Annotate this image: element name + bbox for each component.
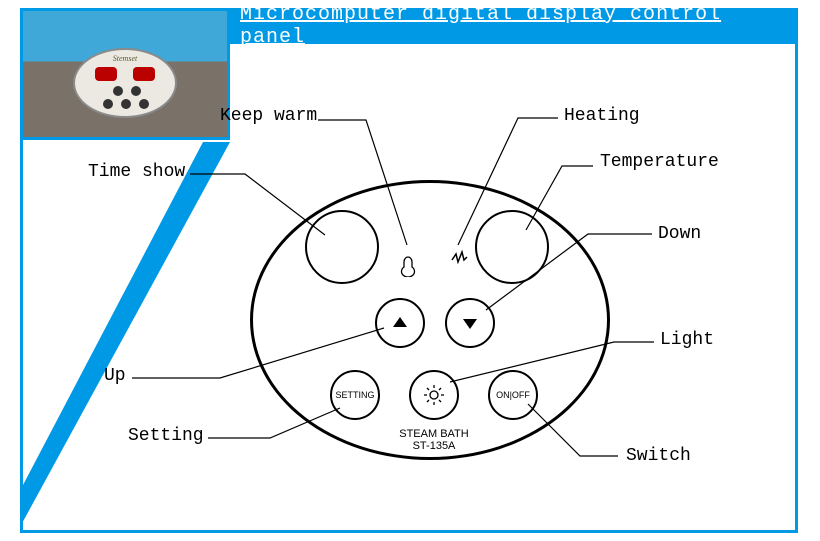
- title-text: Microcomputer digital display control pa…: [240, 3, 798, 49]
- label-heating: Heating: [564, 106, 640, 126]
- light-button[interactable]: [409, 370, 459, 420]
- lightbulb-icon: [423, 384, 445, 406]
- title-bar: Microcomputer digital display control pa…: [230, 8, 798, 44]
- up-button[interactable]: [375, 298, 425, 348]
- label-setting: Setting: [128, 426, 204, 446]
- time-display: [305, 210, 379, 284]
- onoff-button-label: ON|OFF: [496, 390, 530, 400]
- temp-display: [475, 210, 549, 284]
- label-up: Up: [104, 366, 126, 386]
- onoff-button[interactable]: ON|OFF: [488, 370, 538, 420]
- label-time-show: Time show: [88, 162, 185, 182]
- label-switch: Switch: [626, 446, 691, 466]
- label-down: Down: [658, 224, 701, 244]
- panel-text-line1: STEAM BATH: [398, 428, 470, 440]
- diagram-area: SETTING ON|OFF STEAM BATH ST-135A Keep w…: [40, 50, 790, 531]
- setting-button-label: SETTING: [335, 390, 374, 400]
- panel-model-text: STEAM BATH ST-135A: [398, 428, 470, 452]
- setting-button[interactable]: SETTING: [330, 370, 380, 420]
- label-light: Light: [660, 330, 714, 350]
- keepwarm-icon: [400, 255, 416, 282]
- label-temperature: Temperature: [600, 152, 719, 172]
- label-keep-warm: Keep warm: [220, 106, 317, 126]
- panel-text-line2: ST-135A: [398, 440, 470, 452]
- heating-icon: [450, 250, 468, 273]
- down-button[interactable]: [445, 298, 495, 348]
